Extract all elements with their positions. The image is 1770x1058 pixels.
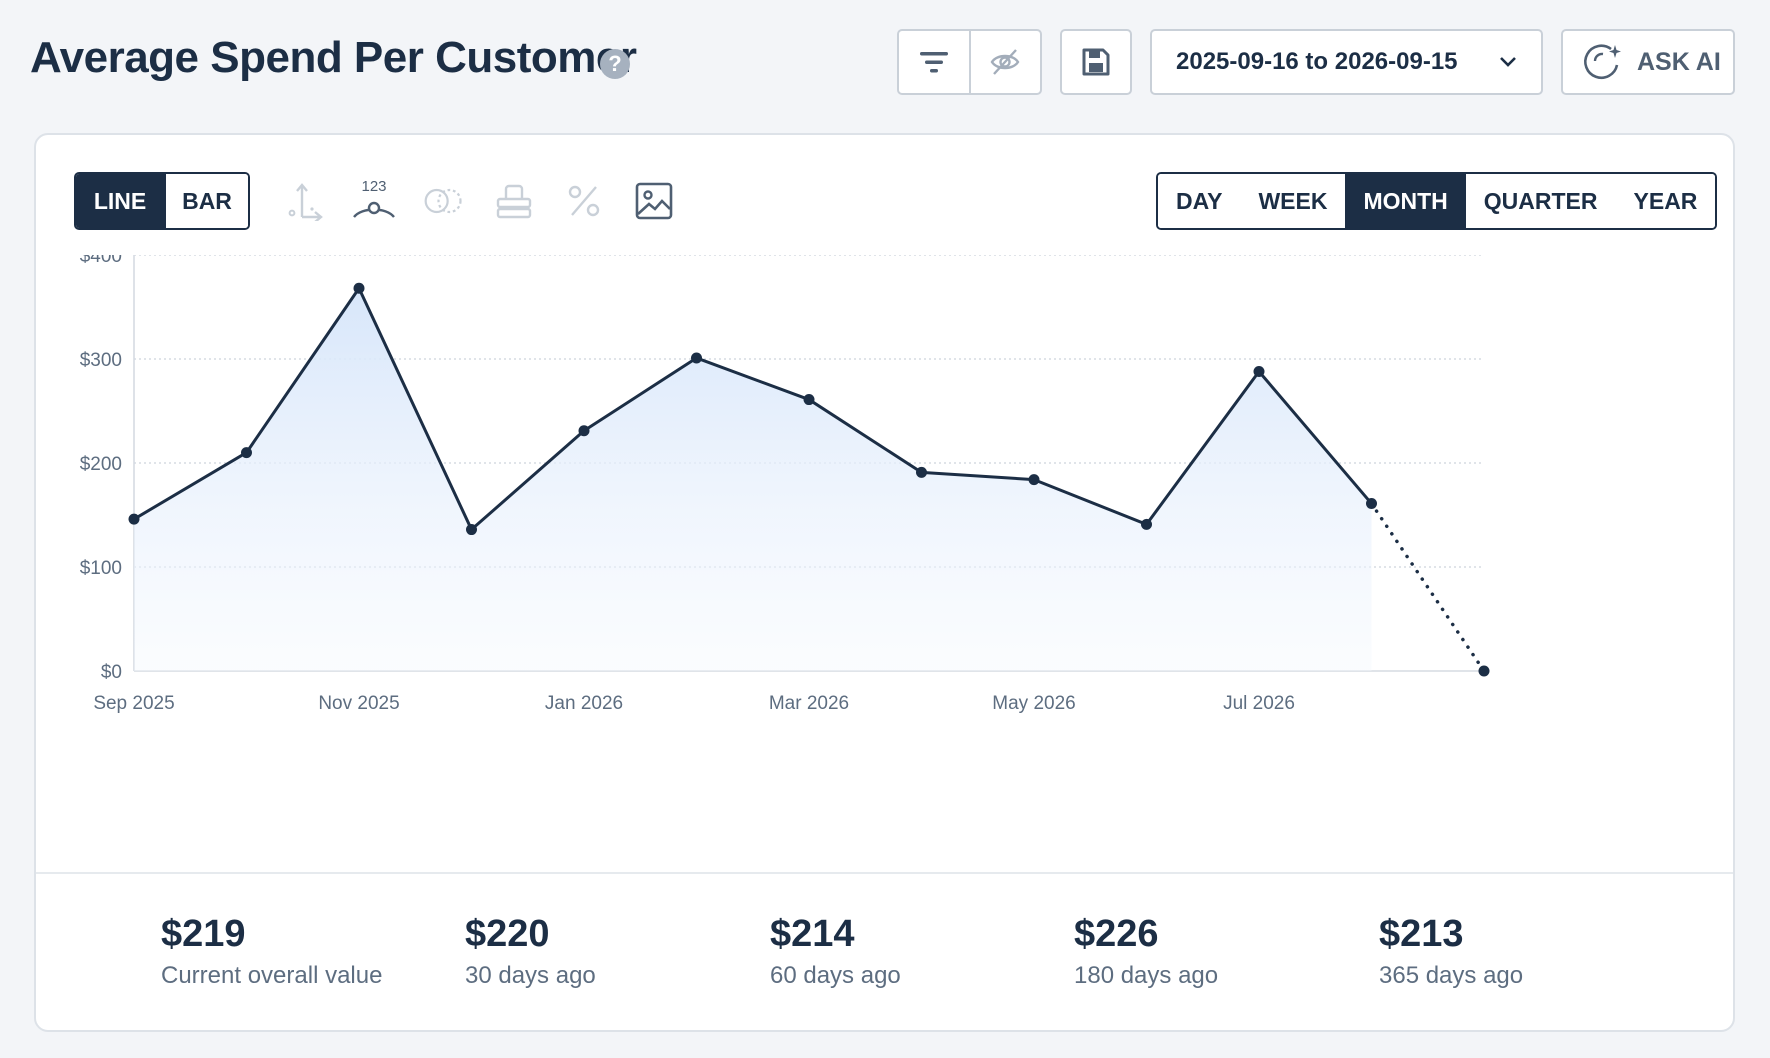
page-title: Average Spend Per Customer <box>30 33 637 82</box>
chart-type-toggle: LINE BAR <box>74 172 250 230</box>
period-week[interactable]: WEEK <box>1240 174 1346 228</box>
filter-icon <box>919 52 948 73</box>
data-point <box>353 282 365 294</box>
series-area <box>134 288 1372 671</box>
data-point <box>1478 665 1490 677</box>
x-tick-label: May 2026 <box>992 693 1075 714</box>
percent-button[interactable] <box>562 179 606 223</box>
stat-label: 365 days ago <box>1379 962 1524 989</box>
y-tick-label: $200 <box>80 454 122 475</box>
data-labels-button[interactable]: 123 <box>352 179 396 223</box>
stat-current: $219 Current overall value <box>161 913 382 990</box>
chevron-down-icon <box>1500 57 1516 67</box>
stat-label: 180 days ago <box>1074 962 1219 989</box>
period-day[interactable]: DAY <box>1158 174 1241 228</box>
stack-icon <box>496 184 532 219</box>
period-toggle: DAY WEEK MONTH QUARTER YEAR <box>1156 172 1718 230</box>
data-point <box>1028 474 1040 486</box>
series-line <box>133 286 1373 532</box>
data-point <box>1141 518 1152 530</box>
y-tick-label: $100 <box>80 558 122 579</box>
ask-ai-label: ASK AI <box>1637 47 1721 76</box>
period-quarter[interactable]: QUARTER <box>1465 174 1616 228</box>
percent-icon <box>568 185 600 217</box>
filter-button[interactable] <box>899 31 969 93</box>
stat-30-days: $220 30 days ago <box>465 913 596 990</box>
stat-value: $226 <box>1074 913 1159 955</box>
x-tick-label: Jan 2026 <box>545 693 623 714</box>
x-tick-label: Mar 2026 <box>769 693 849 714</box>
stat-value: $214 <box>770 913 855 955</box>
stat-value: $219 <box>161 913 246 955</box>
sparkle-ring-icon <box>1584 44 1621 80</box>
period-year[interactable]: YEAR <box>1615 174 1716 228</box>
image-icon <box>635 182 673 220</box>
period-month[interactable]: MONTH <box>1345 174 1466 228</box>
data-labels-icon: 123 <box>353 179 395 218</box>
y-tick-label: $0 <box>101 662 122 683</box>
chart-type-bar[interactable]: BAR <box>164 174 248 228</box>
axis-toggle-button[interactable] <box>282 179 326 223</box>
data-labels-glyph: 123 <box>361 179 386 195</box>
filter-button-group <box>897 29 1042 95</box>
axis-icon <box>288 183 323 221</box>
eye-slash-icon <box>990 49 1020 75</box>
x-tick-label: Sep 2025 <box>93 693 174 714</box>
x-tick-label: Jul 2026 <box>1223 693 1295 714</box>
help-icon[interactable]: ? <box>600 49 630 79</box>
data-point <box>691 352 702 364</box>
stat-180-days: $226 180 days ago <box>1074 913 1218 990</box>
data-point <box>1253 365 1265 377</box>
save-button[interactable] <box>1060 29 1132 95</box>
stack-button[interactable] <box>492 179 536 223</box>
stat-365-days: $213 365 days ago <box>1379 913 1523 990</box>
x-tick-label: Nov 2025 <box>318 693 399 714</box>
data-point <box>128 513 140 525</box>
data-point <box>578 425 590 437</box>
compare-button[interactable] <box>422 179 466 223</box>
series-line-incomplete <box>1369 501 1486 673</box>
stat-value: $220 <box>465 913 550 955</box>
compare-circles-icon <box>424 188 462 214</box>
data-point <box>241 447 252 459</box>
date-range-select[interactable]: 2025-09-16 to 2026-09-15 <box>1150 29 1543 95</box>
stat-label: 30 days ago <box>465 962 596 989</box>
data-point <box>916 466 927 478</box>
hide-button[interactable] <box>968 31 1041 93</box>
stats-divider <box>36 872 1733 874</box>
floppy-disk-icon <box>1082 48 1110 76</box>
stat-value: $213 <box>1379 913 1464 955</box>
data-point <box>803 394 815 406</box>
stat-label: Current overall value <box>161 962 383 989</box>
date-range-value: 2025-09-16 to 2026-09-15 <box>1176 48 1458 75</box>
y-tick-label: $300 <box>80 350 122 371</box>
stat-60-days: $214 60 days ago <box>770 913 901 990</box>
line-chart: $0 $100 $200 $300 $400 Sep 2025 Nov 2025 Jan 2… <box>80 255 1490 714</box>
chart-type-line[interactable]: LINE <box>76 174 164 228</box>
export-image-button[interactable] <box>632 179 676 223</box>
stat-label: 60 days ago <box>770 962 901 989</box>
y-tick-label: $400 <box>80 255 122 267</box>
ask-ai-button[interactable]: ASK AI <box>1561 29 1735 95</box>
data-point <box>1366 498 1377 510</box>
chart-card: LINE BAR 123 <box>34 133 1735 1032</box>
data-point <box>466 524 477 536</box>
